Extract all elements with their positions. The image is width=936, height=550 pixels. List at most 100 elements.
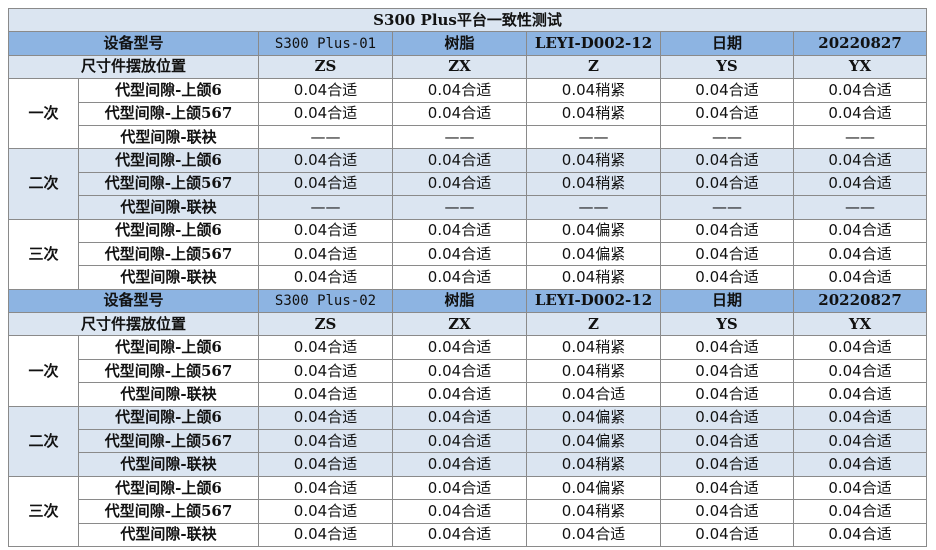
value-cell[interactable]: —— [792,195,928,220]
value-cell[interactable]: 0.04合适 [792,171,928,197]
item-label-cell[interactable]: 代型间隙-上颌567 [78,171,259,197]
value-cell[interactable]: 0.04合适 [392,382,527,407]
position-yx-cell[interactable]: YX [792,54,928,80]
value-cell[interactable]: 0.04合适 [792,241,928,267]
value-cell[interactable]: 0.04合适 [660,522,794,547]
value-cell[interactable]: 0.04稍紧 [526,335,661,360]
value-cell[interactable]: 0.04合适 [792,382,928,407]
item-label-cell[interactable]: 代型间隙-上颌6 [78,335,259,360]
position-label-cell[interactable]: 尺寸件摆放位置 [8,54,259,80]
value-cell[interactable]: —— [392,124,527,150]
value-cell[interactable]: 0.04合适 [258,171,393,197]
resin-label-cell[interactable]: 树脂 [392,288,527,314]
item-label-cell[interactable]: 代型间隙-联袂 [78,382,259,407]
value-cell[interactable]: 0.04合适 [258,382,393,407]
value-cell[interactable]: 0.04稍紧 [526,148,661,173]
value-cell[interactable]: 0.04偏紧 [526,475,661,501]
value-cell[interactable]: —— [258,124,393,150]
value-cell[interactable]: —— [526,195,661,220]
value-cell[interactable]: —— [258,195,393,220]
value-cell[interactable]: 0.04合适 [392,499,527,524]
value-cell[interactable]: 0.04稍紧 [526,499,661,524]
position-zx-cell[interactable]: ZX [392,312,527,337]
value-cell[interactable]: 0.04合适 [392,101,527,126]
position-zs-cell[interactable]: ZS [258,312,393,337]
resin-label-cell[interactable]: 树脂 [392,31,527,56]
value-cell[interactable]: 0.04稍紧 [526,78,661,103]
value-cell[interactable]: 0.04合适 [526,522,661,547]
item-label-cell[interactable]: 代型间隙-上颌567 [78,101,259,126]
device-model-value-cell[interactable]: S300 Plus-02 [258,288,393,314]
value-cell[interactable]: 0.04合适 [660,148,794,173]
item-label-cell[interactable]: 代型间隙-上颌6 [78,148,259,173]
value-cell[interactable]: 0.04稍紧 [526,358,661,384]
value-cell[interactable]: 0.04合适 [392,475,527,501]
value-cell[interactable]: 0.04合适 [392,241,527,267]
date-value-cell[interactable]: 20220827 [792,31,928,56]
value-cell[interactable]: 0.04合适 [258,358,393,384]
value-cell[interactable]: —— [660,124,794,150]
resin-value-cell[interactable]: LEYI-D002-12 [526,288,661,314]
value-cell[interactable]: 0.04稍紧 [526,171,661,197]
item-label-cell[interactable]: 代型间隙-联袂 [78,265,259,290]
round-label-cell[interactable]: 三次 [8,475,79,547]
item-label-cell[interactable]: 代型间隙-上颌567 [78,499,259,524]
value-cell[interactable]: 0.04合适 [660,499,794,524]
value-cell[interactable]: 0.04合适 [392,358,527,384]
value-cell[interactable]: 0.04合适 [660,241,794,267]
value-cell[interactable]: 0.04合适 [258,335,393,360]
value-cell[interactable]: 0.04合适 [792,78,928,103]
item-label-cell[interactable]: 代型间隙-上颌567 [78,241,259,267]
value-cell[interactable]: 0.04合适 [392,429,527,454]
value-cell[interactable]: 0.04合适 [258,218,393,243]
round-label-cell[interactable]: 一次 [8,335,79,407]
item-label-cell[interactable]: 代型间隙-上颌6 [78,218,259,243]
item-label-cell[interactable]: 代型间隙-上颌567 [78,358,259,384]
item-label-cell[interactable]: 代型间隙-联袂 [78,195,259,220]
value-cell[interactable]: 0.04合适 [258,452,393,477]
date-value-cell[interactable]: 20220827 [792,288,928,314]
resin-value-cell[interactable]: LEYI-D002-12 [526,31,661,56]
value-cell[interactable]: 0.04合适 [660,265,794,290]
value-cell[interactable]: 0.04合适 [258,475,393,501]
position-label-cell[interactable]: 尺寸件摆放位置 [8,312,259,337]
value-cell[interactable]: 0.04偏紧 [526,405,661,431]
value-cell[interactable]: 0.04合适 [258,405,393,431]
value-cell[interactable]: 0.04合适 [792,148,928,173]
value-cell[interactable]: 0.04合适 [392,335,527,360]
value-cell[interactable]: 0.04偏紧 [526,241,661,267]
value-cell[interactable]: 0.04合适 [792,101,928,126]
value-cell[interactable]: 0.04合适 [660,101,794,126]
device-model-label-cell[interactable]: 设备型号 [8,288,259,314]
round-label-cell[interactable]: 三次 [8,218,79,290]
value-cell[interactable]: 0.04合适 [792,405,928,431]
table-title[interactable]: S300 Plus平台一致性测试 [7,7,928,33]
value-cell[interactable]: 0.04合适 [660,335,794,360]
value-cell[interactable]: 0.04合适 [792,452,928,477]
value-cell[interactable]: —— [660,195,794,220]
value-cell[interactable]: 0.04合适 [258,148,393,173]
item-label-cell[interactable]: 代型间隙-联袂 [78,522,259,547]
item-label-cell[interactable]: 代型间隙-联袂 [78,452,259,477]
value-cell[interactable]: —— [792,124,928,150]
value-cell[interactable]: 0.04稍紧 [526,452,661,477]
value-cell[interactable]: 0.04合适 [258,429,393,454]
value-cell[interactable]: 0.04合适 [660,452,794,477]
item-label-cell[interactable]: 代型间隙-上颌6 [78,78,259,103]
value-cell[interactable]: 0.04合适 [660,171,794,197]
value-cell[interactable]: 0.04合适 [660,218,794,243]
value-cell[interactable]: 0.04合适 [792,218,928,243]
device-model-value-cell[interactable]: S300 Plus-01 [258,31,393,56]
value-cell[interactable]: 0.04合适 [792,429,928,454]
position-ys-cell[interactable]: YS [660,54,794,80]
value-cell[interactable]: 0.04稍紧 [526,265,661,290]
position-z-cell[interactable]: Z [526,312,661,337]
value-cell[interactable]: 0.04合适 [392,218,527,243]
value-cell[interactable]: 0.04合适 [660,429,794,454]
round-label-cell[interactable]: 一次 [8,78,79,150]
date-label-cell[interactable]: 日期 [660,31,794,56]
date-label-cell[interactable]: 日期 [660,288,794,314]
value-cell[interactable]: 0.04合适 [258,78,393,103]
item-label-cell[interactable]: 代型间隙-上颌6 [78,405,259,431]
value-cell[interactable]: 0.04合适 [660,382,794,407]
